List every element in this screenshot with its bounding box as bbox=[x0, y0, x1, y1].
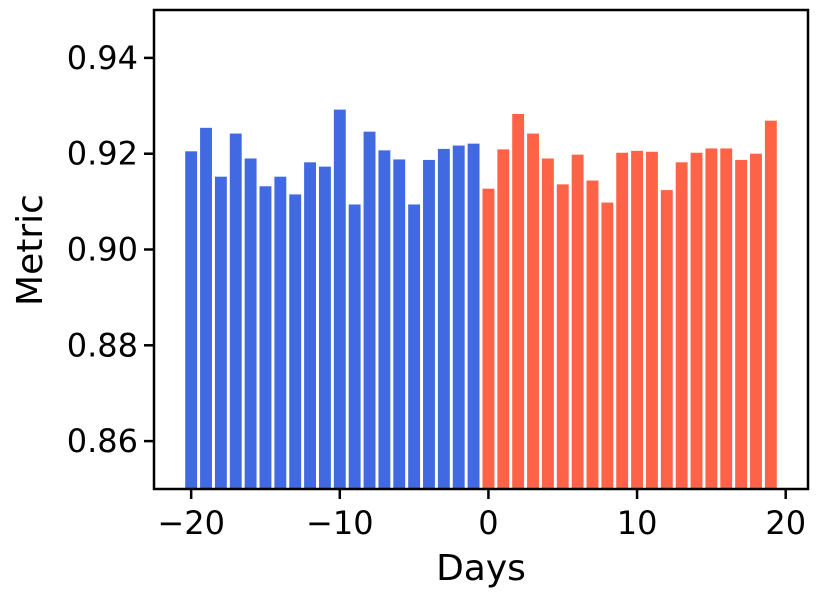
bar bbox=[690, 152, 703, 490]
bar bbox=[348, 204, 361, 489]
bar bbox=[705, 148, 718, 489]
bar bbox=[200, 127, 212, 489]
bar bbox=[393, 159, 406, 489]
bar bbox=[645, 151, 658, 489]
bar bbox=[304, 162, 317, 489]
bar bbox=[631, 150, 644, 489]
bars-group bbox=[185, 109, 777, 490]
bar bbox=[660, 190, 673, 489]
bar bbox=[408, 204, 421, 489]
bar bbox=[512, 113, 525, 489]
x-tick-label: 20 bbox=[765, 504, 806, 542]
bar bbox=[333, 109, 346, 489]
x-tick-label: −20 bbox=[157, 504, 225, 542]
bar bbox=[735, 159, 748, 489]
y-axis: 0.86 0.88 0.90 0.92 0.94 bbox=[67, 39, 154, 460]
bar bbox=[185, 151, 198, 490]
bar bbox=[378, 150, 391, 489]
bar bbox=[586, 180, 599, 489]
y-tick-label: 0.90 bbox=[67, 231, 138, 269]
bar bbox=[259, 186, 272, 489]
y-tick-label: 0.88 bbox=[67, 326, 138, 364]
bar bbox=[571, 154, 584, 489]
x-axis-title: Days bbox=[436, 548, 526, 589]
bar bbox=[467, 143, 480, 489]
bar bbox=[244, 158, 257, 490]
bar bbox=[675, 162, 688, 489]
bar bbox=[214, 176, 227, 489]
bar bbox=[274, 176, 287, 489]
x-axis: −20 −10 0 10 20 bbox=[157, 489, 806, 542]
y-tick-label: 0.92 bbox=[67, 135, 138, 173]
bar bbox=[497, 149, 510, 489]
x-tick-label: −10 bbox=[306, 504, 374, 542]
x-tick-label: 0 bbox=[478, 504, 498, 542]
bar bbox=[363, 131, 376, 490]
bar bbox=[318, 166, 331, 489]
y-tick-label: 0.86 bbox=[67, 422, 138, 460]
bar bbox=[616, 152, 629, 490]
bar bbox=[601, 202, 614, 489]
bar bbox=[556, 184, 569, 490]
y-tick-label: 0.94 bbox=[67, 39, 138, 77]
bar bbox=[423, 159, 435, 489]
bar bbox=[541, 158, 554, 490]
bar bbox=[229, 133, 242, 489]
bar bbox=[750, 153, 762, 489]
bar bbox=[527, 133, 539, 489]
bar bbox=[720, 148, 733, 489]
bar bbox=[289, 194, 302, 489]
bar bbox=[452, 145, 465, 489]
x-tick-label: 10 bbox=[617, 504, 658, 542]
bar bbox=[437, 148, 450, 489]
bar bbox=[482, 188, 495, 490]
bar bbox=[764, 120, 777, 490]
y-axis-title: Metric bbox=[10, 194, 51, 306]
